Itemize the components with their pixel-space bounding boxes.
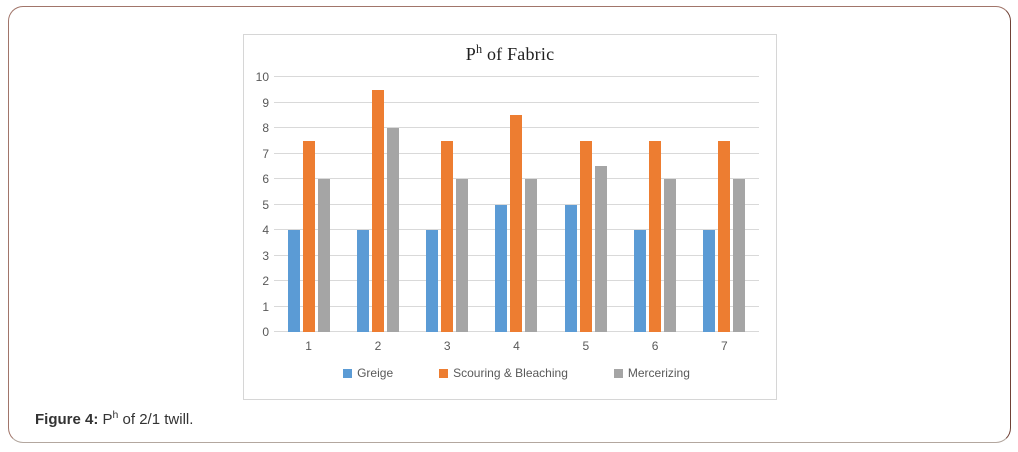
plot-area [274, 76, 759, 332]
y-tick-label: 10 [255, 70, 269, 84]
x-tick-label: 7 [721, 339, 728, 353]
caption-label: Figure 4: [35, 411, 99, 428]
chart-title-superscript: h [475, 42, 483, 56]
y-tick-label: 5 [262, 197, 269, 212]
y-tick-label: 2 [262, 274, 269, 288]
x-tick-label: 4 [513, 339, 520, 353]
bar [441, 140, 454, 332]
figure-card: Ph of Fabric 0 1 2 3 4 5 6 7 8 9 10 1 2 3 4 5 6 7 Greige… [8, 6, 1011, 443]
x-tick-label: 2 [374, 339, 382, 353]
y-tick-label: 4 [262, 223, 269, 237]
bar [664, 179, 677, 332]
bar [426, 230, 439, 332]
y-tick-label: 7 [262, 146, 269, 161]
x-tick-label: 1 [305, 339, 312, 353]
gridline [274, 76, 759, 77]
bar [703, 230, 716, 332]
bar [564, 204, 577, 332]
bar [718, 140, 731, 332]
caption-p: P [98, 411, 113, 428]
caption-superscript: h [112, 409, 119, 421]
legend-item: Scouring & Bleaching [439, 366, 568, 380]
bar-group [343, 77, 412, 332]
x-tick-label: 3 [443, 339, 451, 353]
bar [456, 179, 469, 332]
y-tick-label: 0 [262, 325, 269, 339]
chart-title: Ph of Fabric [244, 42, 776, 65]
bar [356, 230, 369, 332]
bar-group [620, 77, 689, 332]
x-tick-label: 5 [582, 339, 590, 353]
y-tick-label: 9 [262, 95, 269, 110]
x-tick-label: 6 [651, 339, 659, 353]
figure-caption: Figure 4: Ph of 2/1 twill. [35, 409, 193, 428]
caption-rest: of 2/1 twill. [118, 411, 194, 428]
legend-label: Greige [357, 366, 394, 380]
bar-group [274, 77, 343, 332]
bar-group [551, 77, 620, 332]
y-tick-label: 6 [262, 172, 269, 186]
legend-label: Scouring & Bleaching [453, 366, 568, 380]
bar-chart: Ph of Fabric 0 1 2 3 4 5 6 7 8 9 10 1 2 3 4 5 6 7 Greige… [243, 34, 777, 400]
bar-group [482, 77, 551, 332]
bar [510, 115, 523, 332]
bar [594, 166, 607, 332]
chart-title-rest: of Fabric [482, 44, 555, 64]
legend: Greige Scouring & Bleaching Mercerizing [274, 366, 759, 380]
y-tick-label: 8 [262, 121, 269, 135]
bar-group [690, 77, 759, 332]
bar [302, 140, 315, 332]
bar [649, 140, 662, 332]
bar-group [413, 77, 482, 332]
legend-swatch-icon [343, 368, 353, 378]
bar [634, 230, 647, 332]
bar [287, 230, 300, 332]
bar [495, 204, 508, 332]
bar [579, 140, 592, 332]
bar [733, 179, 746, 332]
bar [525, 179, 538, 332]
chart-title-text: P [465, 44, 476, 64]
legend-item: Greige [343, 366, 393, 380]
y-tick-label: 3 [262, 248, 269, 263]
bar [386, 128, 399, 332]
y-tick-label: 1 [262, 299, 269, 314]
legend-swatch-icon [439, 368, 449, 378]
bar [317, 179, 330, 332]
legend-label: Mercerizing [627, 366, 690, 380]
bar [371, 89, 384, 332]
legend-item: Mercerizing [613, 366, 690, 380]
legend-swatch-icon [613, 368, 623, 378]
gridline [274, 101, 759, 103]
